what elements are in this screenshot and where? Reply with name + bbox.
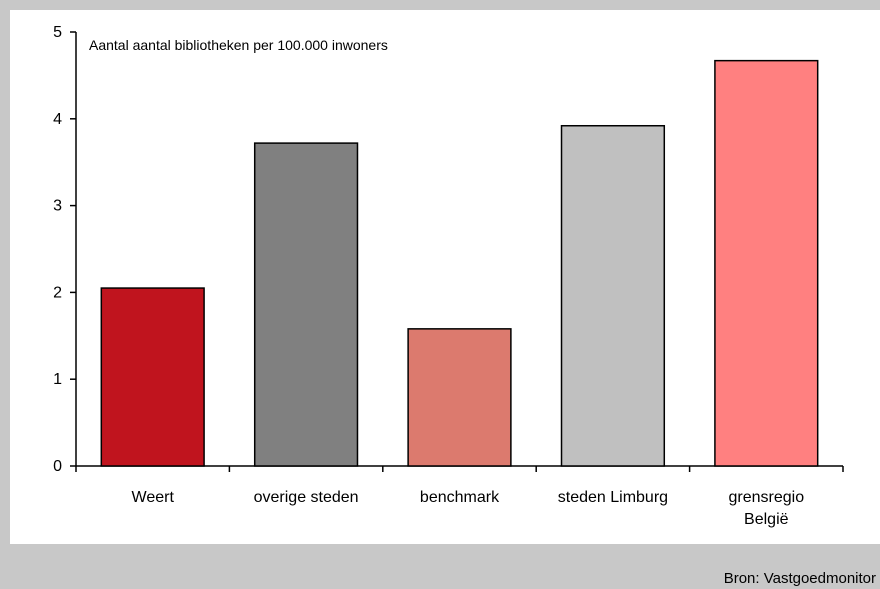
bar-chart: 0 1 2 3 4 5 Weert overige steden benchmark steden… <box>53 24 844 528</box>
bar-benchmark <box>407 328 512 467</box>
bar-overige-steden <box>253 142 359 467</box>
bar-weert <box>100 287 205 467</box>
y-tick-label: 4 <box>53 111 62 128</box>
y-tick-label: 5 <box>53 24 62 41</box>
chart-annotation: Aantal aantal bibliotheken per 100.000 i… <box>89 37 388 53</box>
plot-panel: 0 1 2 3 4 5 Weert overige steden benchmark steden… <box>10 10 880 544</box>
bar-grensregio-belgië <box>714 59 819 467</box>
x-category-label: Weert <box>132 489 175 506</box>
x-category-label: grensregio België <box>728 489 804 528</box>
y-tick-label: 0 <box>53 458 62 475</box>
bar-steden-limburg <box>560 124 666 467</box>
y-tick-label: 3 <box>53 198 62 215</box>
y-tick-label: 2 <box>53 284 62 301</box>
source-note: Bron: Vastgoedmonitor <box>723 570 876 587</box>
x-category-label: benchmark <box>420 489 500 506</box>
y-tick-label: 1 <box>53 371 62 388</box>
x-category-label: steden Limburg <box>558 489 668 506</box>
x-category-label: overige steden <box>254 489 359 506</box>
